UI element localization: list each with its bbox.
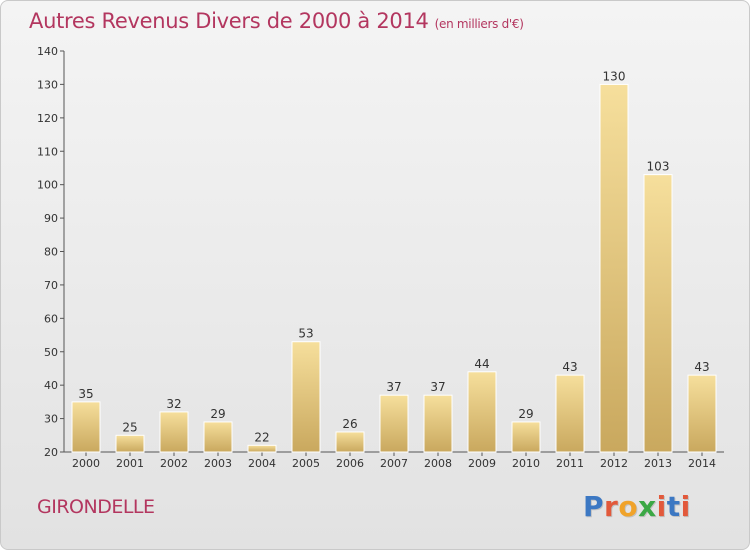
y-tick-label: 90 — [44, 212, 58, 225]
x-tick-label: 2009 — [468, 457, 496, 470]
bar-value-label: 43 — [694, 360, 709, 374]
y-tick-label: 50 — [44, 346, 58, 359]
logo-letter: P — [583, 490, 605, 523]
x-tick-label: 2011 — [556, 457, 584, 470]
x-tick-label: 2005 — [292, 457, 320, 470]
bar — [599, 83, 629, 453]
chart-title-text: Autres Revenus Divers de 2000 à 2014 — [29, 9, 429, 33]
bar — [115, 434, 145, 453]
commune-name: GIRONDELLE — [37, 496, 155, 518]
x-tick-label: 2013 — [644, 457, 672, 470]
y-tick-label: 60 — [44, 312, 58, 325]
bar-value-label: 29 — [210, 407, 225, 421]
bar-value-label: 43 — [562, 360, 577, 374]
chart-unit: (en milliers d'€) — [434, 17, 524, 31]
bar-value-label: 37 — [430, 380, 445, 394]
bar — [291, 341, 321, 453]
bar — [555, 374, 585, 453]
bar-value-label: 26 — [342, 417, 357, 431]
bar-value-label: 29 — [518, 407, 533, 421]
y-tick-label: 140 — [37, 45, 58, 58]
bar — [379, 394, 409, 453]
bar-value-label: 103 — [647, 160, 670, 174]
y-tick-label: 110 — [37, 145, 58, 158]
logo-letter: x — [638, 490, 657, 523]
bar — [511, 421, 541, 453]
logo-letter: i — [680, 490, 691, 523]
bar — [247, 444, 277, 453]
bar-value-label: 130 — [603, 69, 626, 83]
x-tick-label: 2002 — [160, 457, 188, 470]
y-tick-label: 100 — [37, 179, 58, 192]
y-tick-label: 80 — [44, 246, 58, 259]
bar — [643, 174, 673, 453]
x-tick-label: 2007 — [380, 457, 408, 470]
x-tick-label: 2012 — [600, 457, 628, 470]
y-tick-label: 70 — [44, 279, 58, 292]
chart-title: Autres Revenus Divers de 2000 à 2014 (en … — [29, 9, 524, 33]
x-tick-label: 2000 — [72, 457, 100, 470]
bar — [687, 374, 717, 453]
x-tick-label: 2004 — [248, 457, 276, 470]
bar-value-label: 25 — [122, 420, 137, 434]
bar-value-label: 44 — [474, 357, 489, 371]
x-tick-label: 2006 — [336, 457, 364, 470]
bar — [335, 431, 365, 453]
x-tick-label: 2008 — [424, 457, 452, 470]
logo-letter: r — [604, 490, 619, 523]
bar-value-label: 37 — [386, 380, 401, 394]
x-tick-label: 2014 — [688, 457, 716, 470]
logo-letter: i — [656, 490, 667, 523]
bar — [423, 394, 453, 453]
logo-letter: t — [666, 490, 681, 523]
proxiti-logo: Proxiti — [583, 490, 691, 523]
bar — [203, 421, 233, 453]
x-tick-label: 2003 — [204, 457, 232, 470]
y-tick-label: 120 — [37, 112, 58, 125]
logo-letter: o — [618, 490, 639, 523]
x-tick-label: 2010 — [512, 457, 540, 470]
bar-value-label: 22 — [254, 430, 269, 444]
bar — [467, 371, 497, 453]
bar-value-label: 53 — [298, 327, 313, 341]
y-tick-label: 40 — [44, 379, 58, 392]
y-tick-label: 20 — [44, 446, 58, 459]
x-tick-label: 2001 — [116, 457, 144, 470]
bar — [159, 411, 189, 453]
bar-value-label: 35 — [78, 387, 93, 401]
y-tick-label: 30 — [44, 413, 58, 426]
bar — [71, 401, 101, 453]
y-tick-label: 130 — [37, 78, 58, 91]
bar-value-label: 32 — [166, 397, 181, 411]
